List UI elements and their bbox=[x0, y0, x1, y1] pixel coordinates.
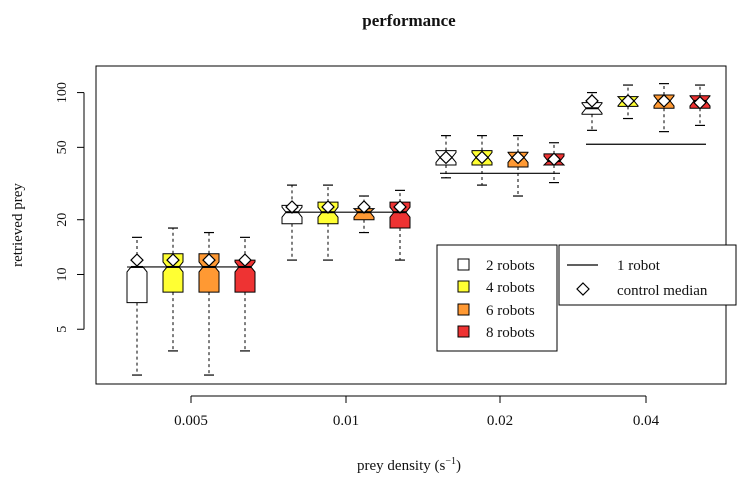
box-6-robots-0.005 bbox=[198, 231, 220, 376]
legend-label-1-robot: 1 robot bbox=[617, 258, 661, 274]
x-axis: 0.005 0.01 0.02 0.04 bbox=[174, 395, 660, 429]
x-tick-label: 0.04 bbox=[633, 413, 660, 429]
legend-lines-frame bbox=[558, 244, 737, 306]
legend-label-2-robots: 2 robots bbox=[486, 258, 535, 274]
y-axis-label: retrieved prey bbox=[10, 183, 26, 267]
x-tick-label: 0.005 bbox=[174, 413, 208, 429]
box-2-robots-0.02 bbox=[435, 135, 457, 179]
control-median-diamond bbox=[357, 200, 371, 214]
plot-frame bbox=[95, 65, 727, 385]
x-tick-label: 0.02 bbox=[487, 413, 513, 429]
box-6-robots-0.01 bbox=[352, 195, 376, 234]
legend-swatch-8-robots bbox=[457, 325, 470, 338]
box-body bbox=[198, 253, 220, 293]
control-median-diamond bbox=[621, 94, 635, 108]
x-axis-label-close: ) bbox=[456, 458, 461, 474]
box-6-robots-0.04 bbox=[653, 83, 675, 133]
box-4-robots-0.01 bbox=[317, 184, 339, 261]
box-body bbox=[162, 253, 184, 293]
x-axis-label-sup: −1 bbox=[445, 456, 456, 467]
y-tick-label: 20 bbox=[55, 213, 70, 227]
control-median-diamond bbox=[657, 94, 671, 108]
box-2-robots-0.005 bbox=[126, 236, 148, 376]
box-4-robots-0.005 bbox=[162, 227, 184, 352]
x-axis-label-text: prey density (s bbox=[357, 458, 445, 474]
box-body bbox=[126, 266, 148, 304]
chart-title: performance bbox=[362, 11, 456, 30]
control-median-diamond bbox=[166, 253, 180, 267]
legend-lines: 1 robot control median bbox=[558, 244, 737, 306]
legend-swatch-4-robots bbox=[457, 280, 470, 293]
box-8-robots-0.01 bbox=[389, 189, 411, 261]
legend-swatch-6-robots bbox=[457, 303, 470, 316]
box-2-robots-0.04 bbox=[581, 91, 603, 131]
control-median-diamond bbox=[585, 94, 599, 108]
control-median-diamond bbox=[439, 150, 453, 165]
box-8-robots-0.04 bbox=[689, 84, 711, 127]
legend-diamond-icon bbox=[576, 282, 590, 296]
legend-boxes: 2 robots 4 robots 6 robots 8 robots bbox=[436, 244, 558, 352]
box-2-robots-0.01 bbox=[281, 184, 303, 261]
y-axis: 5 10 20 50 100 bbox=[55, 82, 85, 333]
box-8-robots-0.005 bbox=[234, 236, 256, 352]
control-median-diamond bbox=[475, 150, 489, 165]
legend-boxes-frame bbox=[436, 244, 558, 352]
box-body bbox=[281, 204, 303, 225]
control-median-diamond bbox=[321, 200, 335, 214]
box-4-robots-0.04 bbox=[616, 84, 640, 120]
box-6-robots-0.02 bbox=[507, 135, 529, 197]
legend-swatch-2-robots bbox=[457, 258, 470, 271]
box-body bbox=[234, 259, 256, 293]
control-median-diamond bbox=[693, 95, 707, 110]
y-tick-label: 50 bbox=[55, 140, 70, 154]
legend-label-8-robots: 8 robots bbox=[486, 325, 535, 341]
control-median-diamond bbox=[285, 200, 299, 214]
legend-label-6-robots: 6 robots bbox=[486, 303, 535, 319]
box-4-robots-0.02 bbox=[471, 135, 493, 186]
control-median-diamond bbox=[130, 253, 144, 267]
y-tick-label: 100 bbox=[55, 82, 70, 103]
control-median-diamond bbox=[393, 200, 407, 214]
control-median-diamond bbox=[511, 150, 525, 165]
control-median-diamond bbox=[547, 152, 561, 167]
one-robot-lines bbox=[131, 143, 706, 268]
legend-label-control-median: control median bbox=[617, 283, 708, 299]
control-median-diamond bbox=[202, 253, 216, 267]
x-tick-label: 0.01 bbox=[333, 413, 359, 429]
x-axis-label: prey density (s−1) bbox=[357, 456, 461, 474]
box-8-robots-0.02 bbox=[542, 142, 566, 184]
y-tick-label: 10 bbox=[55, 267, 70, 281]
boxplot-layer bbox=[126, 83, 711, 376]
y-tick-label: 5 bbox=[55, 326, 70, 333]
control-median-diamond bbox=[238, 253, 252, 267]
legend-label-4-robots: 4 robots bbox=[486, 280, 535, 296]
